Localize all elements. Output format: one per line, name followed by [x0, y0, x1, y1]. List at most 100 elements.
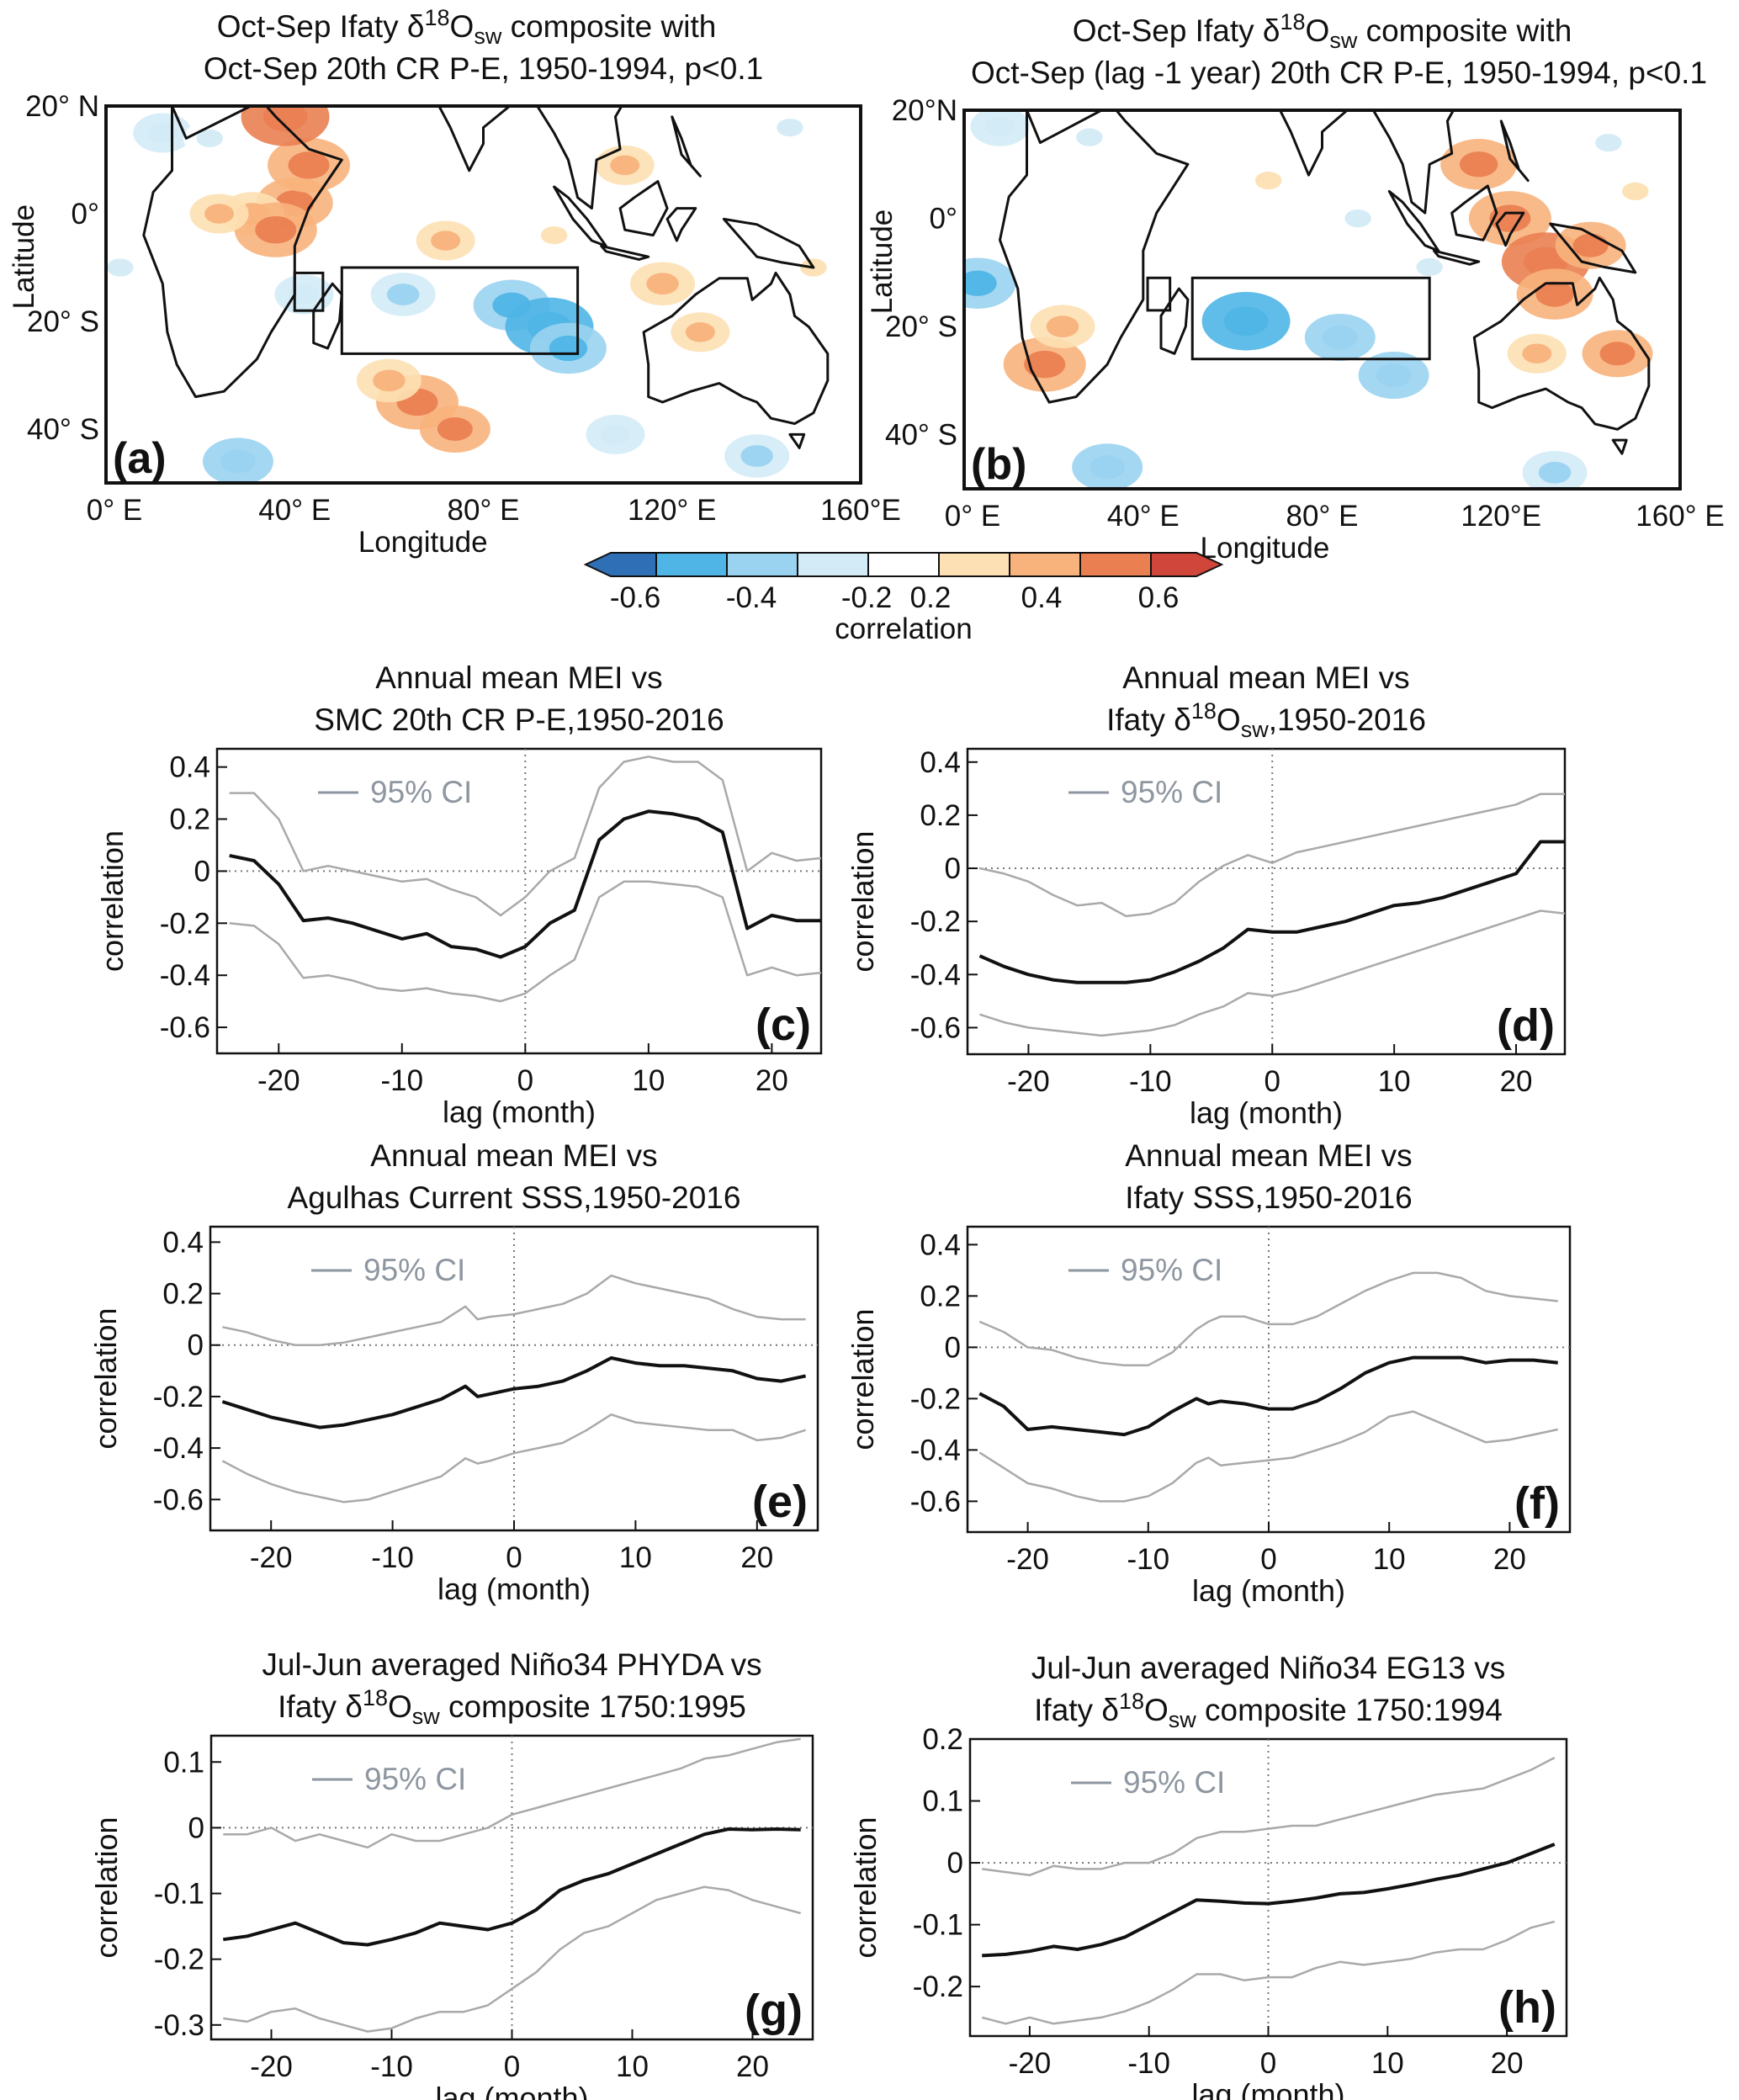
title-superscript: 18 — [1119, 1689, 1144, 1714]
coastline — [642, 271, 830, 426]
y-tick-label: -0.6 — [910, 1011, 961, 1044]
y-tick-label: 40° S — [27, 413, 99, 446]
colorbar-cell — [655, 552, 728, 577]
y-tick-label: -0.6 — [153, 1483, 204, 1516]
y-axis-label: Latitude — [866, 209, 899, 315]
x-tick-label: 20 — [1493, 1543, 1526, 1576]
colorbar: -0.6 -0.4 -0.2 0.2 0.4 0.6 correlation — [583, 552, 1224, 645]
line-panel-h: -20 -10 0 10 20 0.2 0.1 0 -0.1 -0.2 95% CI lag (mon… — [848, 1651, 1568, 2100]
colorbar-label: correlation — [835, 612, 972, 645]
correlation-patch-core — [1595, 133, 1622, 152]
colorbar-cell — [938, 552, 1010, 577]
title-line-2: Ifaty δ18Osw,1950-2016 — [1106, 698, 1426, 742]
x-tick-label: 20 — [1500, 1065, 1533, 1098]
title-line-1: Jul-Jun averaged Niño34 PHYDA vs — [262, 1647, 761, 1682]
correlation-patch-core — [646, 273, 679, 295]
correlation-patch-core — [1622, 182, 1649, 201]
x-tick-label: -10 — [1127, 2047, 1170, 2080]
correlation-series-line — [978, 840, 1565, 984]
colorbar-cell — [583, 552, 657, 577]
correlation-patch-core — [740, 445, 773, 467]
x-tick-label: -10 — [370, 2050, 413, 2083]
title-text: Oct-Sep Ifaty δ — [1073, 13, 1280, 48]
y-tick-label: 0° — [72, 198, 99, 231]
x-tick-label: 20 — [740, 1541, 773, 1574]
line-panel-e: -20 -10 0 10 20 0.4 0.2 0 -0.2 -0.4 -0.6 95% CI lag … — [88, 1138, 819, 1606]
panel-label: (b) — [971, 440, 1026, 489]
region-box — [1190, 276, 1431, 361]
y-tick-label: 0 — [947, 1847, 963, 1880]
title-text: ,1950-2016 — [1269, 703, 1426, 737]
region-box — [340, 266, 580, 355]
x-tick-label: 10 — [619, 1541, 652, 1574]
y-tick-label: 0.2 — [169, 803, 210, 836]
y-tick-label: -0.2 — [154, 1944, 204, 1976]
x-tick-label: -10 — [1127, 1543, 1170, 1576]
x-tick-label: 0 — [504, 2050, 520, 2083]
x-tick-label: -10 — [1129, 1065, 1172, 1098]
map-panel-a: 0° E 40° E 80° E 120° E 160°E 20° N 0° 20° S 40°… — [8, 5, 901, 559]
title-subscript: sw — [1329, 28, 1358, 53]
title-text: Ifaty δ — [1106, 703, 1191, 737]
correlation-patch-core — [262, 106, 308, 132]
correlation-series-line — [221, 1356, 807, 1429]
ci-series-line — [229, 880, 822, 1003]
correlation-patch-core — [289, 284, 319, 305]
plot-frame — [209, 1225, 819, 1532]
y-axis-label: correlation — [89, 1816, 124, 1958]
y-tick-label: 0 — [945, 1331, 961, 1364]
title-line-2: Agulhas Current SSS,1950-2016 — [288, 1180, 741, 1215]
title-text: composite with — [1357, 13, 1572, 48]
correlation-series-line — [223, 1827, 801, 1947]
y-tick-label: -0.6 — [910, 1485, 961, 1518]
correlation-patch-core — [1024, 350, 1066, 379]
map-panel-b: 0° E 40° E 80° E 120°E 160° E 20°N 0° 20° S 40° … — [866, 9, 1725, 565]
y-tick-label: 20° S — [27, 305, 99, 338]
y-tick-label: 0.2 — [922, 1723, 963, 1756]
coastline — [142, 106, 343, 399]
correlation-patch-core — [610, 155, 640, 176]
coastline — [1611, 438, 1628, 455]
ci-series-line — [229, 756, 822, 917]
x-tick-label: 80° E — [448, 494, 520, 527]
y-tick-label: 0 — [188, 1329, 204, 1362]
y-tick-label: 0 — [188, 1811, 204, 1844]
y-tick-label: 0.2 — [162, 1278, 204, 1311]
x-tick-label: 0 — [1264, 1065, 1280, 1098]
x-tick-label: 20 — [756, 1064, 788, 1097]
y-tick-label: 0.4 — [920, 1228, 961, 1261]
title-text: O — [1306, 13, 1330, 48]
x-tick-label: -20 — [1009, 2047, 1052, 2080]
x-tick-label: -20 — [257, 1064, 300, 1097]
correlation-patch-core — [118, 448, 142, 464]
correlation-patch-core — [1599, 342, 1636, 366]
y-axis-label: correlation — [846, 1308, 880, 1450]
coastline — [618, 180, 669, 237]
coastline — [788, 432, 806, 449]
correlation-patch-core — [1223, 306, 1269, 337]
map-field — [106, 106, 840, 483]
y-axis-label: correlation — [95, 830, 130, 972]
y-tick-label: 0 — [945, 852, 961, 885]
title-line-1: Jul-Jun averaged Niño34 EG13 vs — [1031, 1651, 1506, 1685]
title-superscript: 18 — [363, 1685, 388, 1710]
correlation-patch-core — [1459, 151, 1498, 178]
colorbar-tick-label: 0.6 — [1138, 581, 1180, 614]
coastline — [665, 207, 697, 242]
correlation-patch-core — [431, 231, 461, 251]
x-axis-label: Longitude — [1201, 532, 1330, 565]
colorbar-cell — [1150, 552, 1224, 577]
correlation-patch-core — [1322, 326, 1358, 349]
title-line-2: Ifaty δ18Osw composite 1750:1995 — [278, 1685, 746, 1729]
x-tick-label: 10 — [1378, 1065, 1411, 1098]
title-subscript: sw — [1169, 1707, 1197, 1732]
ci-series-line — [979, 793, 1565, 918]
y-tick-label: 40° S — [885, 419, 957, 452]
legend-label: 95% CI — [1121, 775, 1222, 809]
y-tick-label: -0.2 — [153, 1381, 204, 1413]
correlation-patch-core — [373, 369, 406, 392]
plot-frame — [966, 747, 1567, 1056]
y-tick-label: 0° — [930, 203, 957, 236]
title-line-2: SMC 20th CR P-E,1950-2016 — [314, 703, 724, 737]
